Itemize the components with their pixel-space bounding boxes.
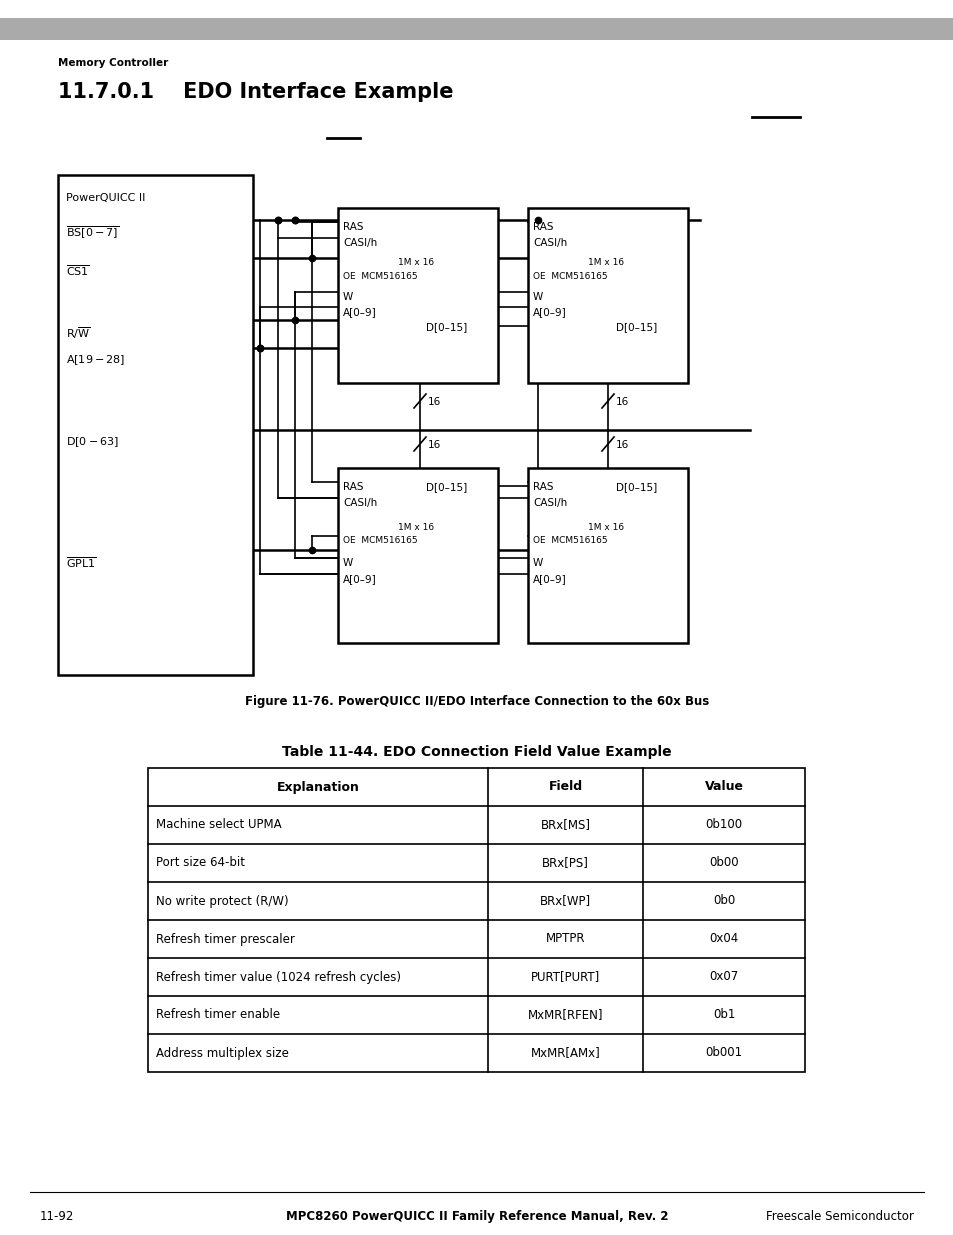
Text: RAS: RAS [343,482,363,492]
Text: Refresh timer value (1024 refresh cycles): Refresh timer value (1024 refresh cycles… [156,971,400,983]
Text: 0b1: 0b1 [712,1009,735,1021]
Bar [0,19,953,40]
Text: 0x04: 0x04 [709,932,738,946]
Text: OE  MCM516165: OE MCM516165 [533,536,607,545]
Text: A[0–9]: A[0–9] [343,574,376,584]
Text: OE  MCM516165: OE MCM516165 [343,272,417,282]
Bar [148,768,804,1072]
Text: 0b00: 0b00 [708,857,738,869]
Text: 11.7.0.1    EDO Interface Example: 11.7.0.1 EDO Interface Example [58,82,453,103]
Text: BRx[MS]: BRx[MS] [540,819,590,831]
Text: 1M x 16: 1M x 16 [397,522,434,532]
Text: PowerQUICC II: PowerQUICC II [66,193,145,203]
Text: D[0–15]: D[0–15] [616,482,657,492]
Text: $\overline{\mathsf{CS1}}$: $\overline{\mathsf{CS1}}$ [66,263,90,278]
Text: Machine select UPMA: Machine select UPMA [156,819,281,831]
Text: $\mathsf{R/\overline{W}}$: $\mathsf{R/\overline{W}}$ [66,325,91,341]
Text: CASl/h: CASl/h [533,498,567,508]
Text: OE  MCM516165: OE MCM516165 [533,272,607,282]
Text: PURT[PURT]: PURT[PURT] [530,971,599,983]
Text: Refresh timer prescaler: Refresh timer prescaler [156,932,294,946]
Bar [527,468,687,643]
Text: Freescale Semiconductor: Freescale Semiconductor [765,1210,913,1223]
Text: $\mathsf{D[0-63]}$: $\mathsf{D[0-63]}$ [66,435,119,448]
Text: BRx[PS]: BRx[PS] [541,857,588,869]
Text: $\overline{\mathsf{GPL1}}$: $\overline{\mathsf{GPL1}}$ [66,555,96,569]
Text: A[0–9]: A[0–9] [533,308,566,317]
Text: 16: 16 [428,440,441,450]
Text: Figure 11-76. PowerQUICC II/EDO Interface Connection to the 60x Bus: Figure 11-76. PowerQUICC II/EDO Interfac… [245,695,708,708]
Text: MPTPR: MPTPR [545,932,584,946]
Text: MxMR[RFEN]: MxMR[RFEN] [527,1009,602,1021]
Text: Address multiplex size: Address multiplex size [156,1046,289,1060]
Text: 0b100: 0b100 [704,819,741,831]
Bar [337,207,497,383]
Text: W: W [343,558,353,568]
Text: W: W [533,558,542,568]
Text: No write protect (R/W): No write protect (R/W) [156,894,289,908]
Text: 16: 16 [428,396,441,408]
Text: CASl/h: CASl/h [343,238,376,248]
Text: $\mathsf{A[19-28]}$: $\mathsf{A[19-28]}$ [66,353,125,367]
Bar [527,207,687,383]
Text: A[0–9]: A[0–9] [533,574,566,584]
Text: Table 11-44. EDO Connection Field Value Example: Table 11-44. EDO Connection Field Value … [282,745,671,760]
Text: BRx[WP]: BRx[WP] [539,894,591,908]
Text: MPC8260 PowerQUICC II Family Reference Manual, Rev. 2: MPC8260 PowerQUICC II Family Reference M… [286,1210,667,1223]
Text: RAS: RAS [533,222,553,232]
Text: 1M x 16: 1M x 16 [587,258,623,267]
Text: $\overline{\mathsf{BS[0-7]}}$: $\overline{\mathsf{BS[0-7]}}$ [66,225,119,242]
Text: Field: Field [548,781,582,794]
Text: 0b001: 0b001 [704,1046,741,1060]
Text: 16: 16 [616,440,629,450]
Text: 16: 16 [616,396,629,408]
Text: Memory Controller: Memory Controller [58,58,168,68]
Text: RAS: RAS [343,222,363,232]
Text: 11-92: 11-92 [40,1210,74,1223]
Text: Refresh timer enable: Refresh timer enable [156,1009,280,1021]
Text: OE  MCM516165: OE MCM516165 [343,536,417,545]
Text: W: W [343,291,353,303]
Text: MxMR[AMx]: MxMR[AMx] [530,1046,599,1060]
Text: Value: Value [703,781,742,794]
Text: D[0–15]: D[0–15] [426,322,467,332]
Text: CASl/h: CASl/h [533,238,567,248]
Bar [337,468,497,643]
Bar [58,175,253,676]
Text: W: W [533,291,542,303]
Text: CASl/h: CASl/h [343,498,376,508]
Text: 1M x 16: 1M x 16 [397,258,434,267]
Text: 1M x 16: 1M x 16 [587,522,623,532]
Text: A[0–9]: A[0–9] [343,308,376,317]
Text: 0b0: 0b0 [712,894,735,908]
Text: RAS: RAS [533,482,553,492]
Text: Port size 64-bit: Port size 64-bit [156,857,245,869]
Text: D[0–15]: D[0–15] [616,322,657,332]
Text: Explanation: Explanation [276,781,359,794]
Text: 0x07: 0x07 [709,971,738,983]
Text: D[0–15]: D[0–15] [426,482,467,492]
